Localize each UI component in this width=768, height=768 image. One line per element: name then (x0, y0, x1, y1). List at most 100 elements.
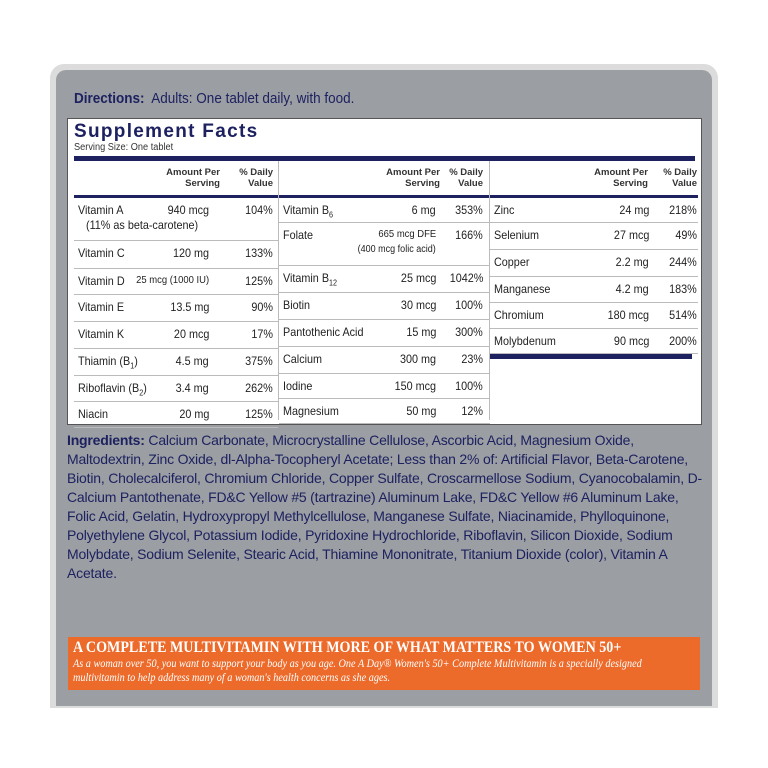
facts-column: Amount Per Serving % Daily Value Vitamin A… (74, 161, 278, 428)
nutrient-row: Pantothenic Acid 15 mg 300% (279, 320, 490, 347)
dv-header: % Daily Value (449, 167, 483, 189)
facts-column: Amount Per Serving % Daily Value Zinc 24 mg… (489, 161, 698, 420)
nutrient-amount: 50 mg (405, 404, 436, 418)
amount-header: Amount Per Serving (166, 167, 220, 189)
serving-size: Serving Size: One tablet (74, 142, 174, 153)
nutrient-amount: 20 mcg (173, 327, 209, 341)
nutrient-amount: 120 mg (172, 246, 209, 260)
column-header: Amount Per Serving % Daily Value (279, 161, 490, 198)
ingredients-label: Ingredients: (67, 432, 145, 448)
nutrient-dv: 353% (455, 203, 483, 217)
dv-header: % Daily Value (239, 167, 273, 189)
nutrient-row: Zinc 24 mg 218% (490, 198, 698, 223)
nutrient-name: Magnesium (283, 404, 339, 418)
nutrient-row: Calcium 300 mg 23% (279, 347, 490, 374)
nutrient-dv: 125% (245, 407, 273, 421)
nutrient-amount: 24 mg (618, 203, 649, 217)
nutrient-dv: 12% (461, 404, 483, 418)
nutrient-amount: 665 mcg DFE (378, 228, 436, 240)
nutrient-name: Calcium (283, 352, 323, 366)
nutrient-amount: 6 mg (411, 203, 436, 217)
nutrient-dv: 218% (669, 203, 697, 217)
nutrient-name: Manganese (494, 282, 551, 296)
nutrient-name: Pantothenic Acid (283, 325, 364, 339)
facts-column: Amount Per Serving % Daily Value Vitamin B… (278, 161, 490, 424)
dv-header: % Daily Value (663, 167, 697, 189)
nutrient-amount: 27 mcg (613, 228, 649, 242)
promo-body: As a woman over 50, you want to support … (73, 658, 642, 684)
nutrient-amount: 2.2 mg (615, 255, 649, 269)
nutrient-name: Selenium (494, 228, 540, 242)
nutrient-row: Vitamin K 20 mcg 17% (74, 322, 278, 349)
ingredients: Ingredients: Calcium Carbonate, Microcry… (67, 431, 709, 583)
nutrient-amount: 180 mcg (607, 308, 649, 322)
nutrient-dv: 133% (245, 246, 273, 260)
nutrient-name: Riboflavin (B2) (78, 381, 147, 398)
nutrient-name: Vitamin C (78, 246, 125, 260)
nutrient-row: Vitamin B12 25 mcg 1042% (279, 266, 490, 293)
nutrient-amount: 90 mcg (613, 334, 649, 348)
nutrient-dv: 183% (669, 282, 697, 296)
nutrient-row: Chromium 180 mcg 514% (490, 303, 698, 329)
nutrient-dv: 49% (675, 228, 697, 242)
nutrient-name: Vitamin E (78, 300, 125, 314)
nutrient-row: Iodine 150 mcg 100% (279, 374, 490, 399)
nutrient-dv: 90% (251, 300, 273, 314)
nutrient-name: Chromium (494, 308, 544, 322)
nutrient-dv: 17% (251, 327, 273, 341)
nutrient-amount: 940 mcg (167, 203, 209, 217)
promo-banner: A COMPLETE MULTIVITAMIN WITH MORE OF WHA… (68, 637, 700, 690)
nutrient-row: Niacin 20 mg 125% (74, 402, 278, 428)
nutrient-row: Magnesium 50 mg 12% (279, 399, 490, 424)
nutrient-row: Riboflavin (B2) 3.4 mg 262% (74, 376, 278, 402)
nutrient-name: Zinc (494, 203, 515, 217)
nutrient-amount: 30 mcg (400, 298, 436, 312)
nutrient-name: Vitamin K (78, 327, 125, 341)
nutrient-name: Iodine (283, 379, 313, 393)
end-bar (490, 354, 692, 359)
nutrient-amount: 150 mcg (394, 379, 436, 393)
promo-headline: A COMPLETE MULTIVITAMIN WITH MORE OF WHA… (73, 639, 622, 656)
nutrient-amount: 4.5 mg (175, 354, 209, 368)
nutrient-name: Vitamin A (78, 203, 124, 217)
nutrient-amount: 3.4 mg (175, 381, 209, 395)
nutrient-dv: 1042% (449, 271, 483, 285)
nutrient-dv: 100% (455, 298, 483, 312)
nutrient-dv: 23% (461, 352, 483, 366)
nutrient-dv: 125% (245, 274, 273, 288)
nutrient-name: Folate (283, 228, 314, 242)
nutrient-name: Copper (494, 255, 530, 269)
nutrient-row: Vitamin E 13.5 mg 90% (74, 295, 278, 322)
nutrient-dv: 166% (455, 228, 483, 242)
nutrient-dv: 375% (245, 354, 273, 368)
directions: Directions: Adults: One tablet daily, wi… (74, 90, 354, 107)
amount-note: (400 mcg folic acid) (357, 244, 436, 255)
nutrient-row: Copper 2.2 mg 244% (490, 250, 698, 277)
nutrient-name: Vitamin B12 (283, 271, 338, 288)
nutrient-row: Vitamin C 120 mg 133% (74, 241, 278, 269)
nutrient-dv: 262% (245, 381, 273, 395)
nutrient-row: Biotin 30 mcg 100% (279, 293, 490, 320)
nutrient-row: Vitamin A 940 mcg 104% (11% as beta-caroten… (74, 198, 278, 241)
nutrient-name: Biotin (283, 298, 311, 312)
nutrient-amount: 20 mg (178, 407, 209, 421)
nutrient-name: Molybdenum (494, 334, 556, 348)
nutrient-name: Thiamin (B1) (78, 354, 138, 371)
nutrient-amount: 4.2 mg (615, 282, 649, 296)
nutrient-dv: 244% (669, 255, 697, 269)
amount-header: Amount Per Serving (594, 167, 648, 189)
nutrient-amount: 300 mg (399, 352, 436, 366)
nutrient-note: (11% as beta-carotene) (86, 218, 199, 232)
nutrient-row: Vitamin D 25 mcg (1000 IU) 125% (74, 269, 278, 295)
nutrient-amount: 15 mg (405, 325, 436, 339)
supplement-facts-title: Supplement Facts (74, 121, 259, 142)
nutrient-dv: 100% (455, 379, 483, 393)
nutrient-dv: 200% (669, 334, 697, 348)
nutrient-amount: 25 mcg (400, 271, 436, 285)
nutrient-row: Thiamin (B1) 4.5 mg 375% (74, 349, 278, 376)
nutrient-row: Manganese 4.2 mg 183% (490, 277, 698, 303)
column-header: Amount Per Serving % Daily Value (490, 161, 698, 198)
nutrient-name: Vitamin B6 (283, 203, 334, 220)
nutrient-dv: 104% (245, 203, 273, 217)
nutrient-row: Vitamin B6 6 mg 353% (279, 198, 490, 223)
